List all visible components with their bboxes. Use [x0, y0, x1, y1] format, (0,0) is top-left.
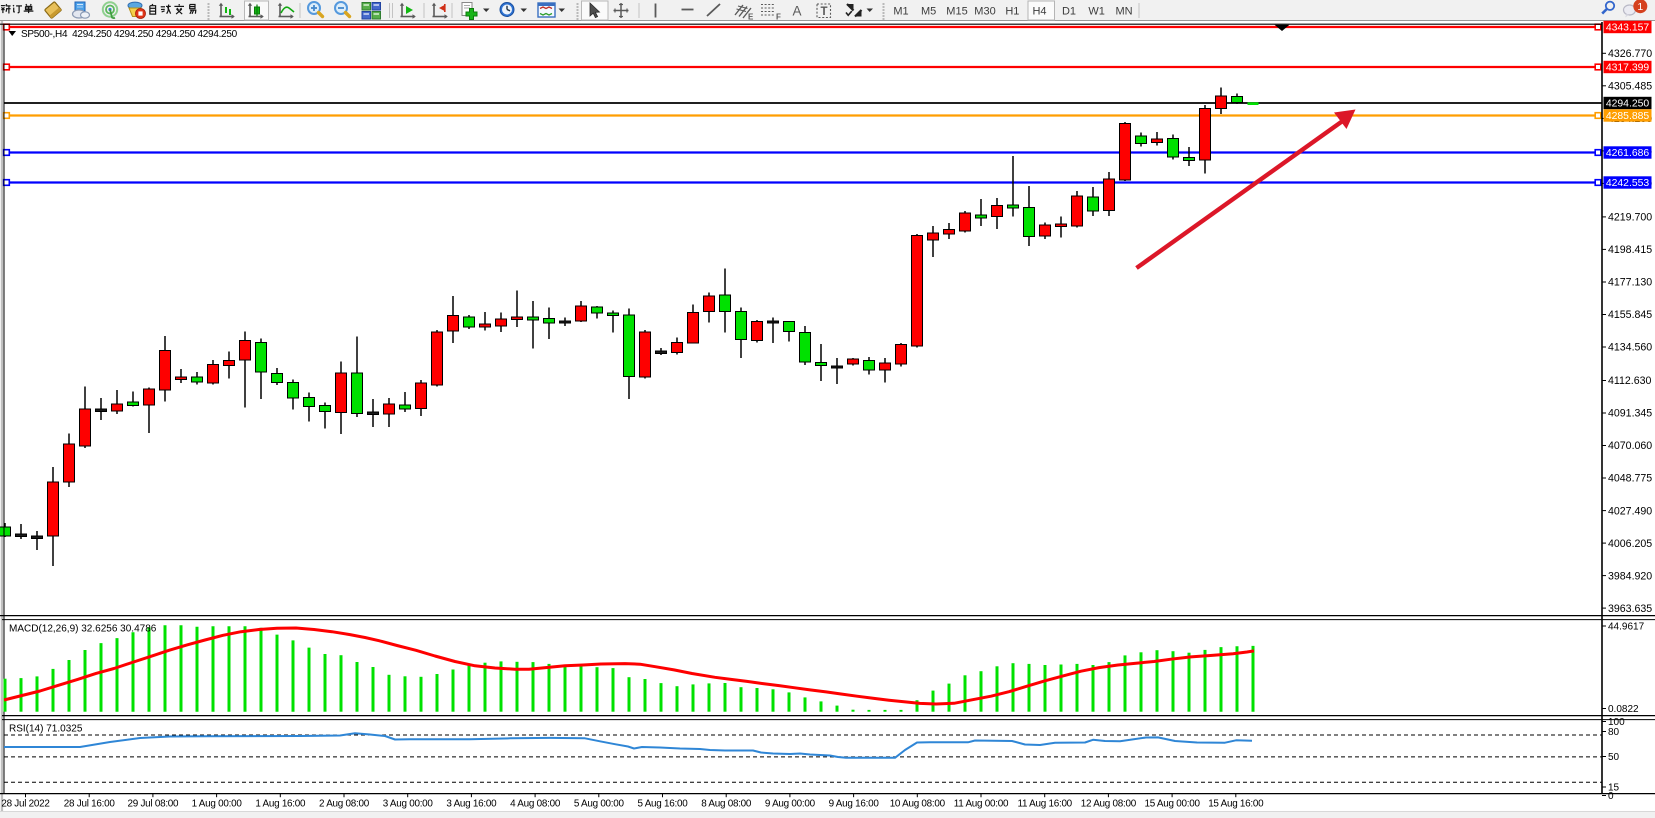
svg-text:4 Aug 08:00: 4 Aug 08:00	[510, 799, 561, 810]
svg-text:3 Aug 16:00: 3 Aug 16:00	[446, 799, 497, 810]
svg-text:1: 1	[1637, 1, 1643, 13]
svg-text:4070.060: 4070.060	[1608, 440, 1652, 452]
svg-text:SP500-,H4 4294.250 4294.250 4: SP500-,H4 4294.250 4294.250 4294.250 429…	[21, 29, 238, 40]
svg-text:15: 15	[1608, 783, 1620, 794]
svg-text:4091.345: 4091.345	[1608, 408, 1652, 420]
svg-text:M15: M15	[946, 6, 967, 18]
svg-text:1 Aug 00:00: 1 Aug 00:00	[192, 799, 243, 810]
svg-text:4177.130: 4177.130	[1608, 277, 1652, 289]
svg-text:10 Aug 08:00: 10 Aug 08:00	[890, 799, 946, 810]
svg-text:H1: H1	[1005, 6, 1019, 18]
svg-text:4006.205: 4006.205	[1608, 538, 1652, 550]
svg-text:1 Aug 16:00: 1 Aug 16:00	[255, 799, 306, 810]
svg-text:W1: W1	[1088, 6, 1105, 18]
svg-text:15 Aug 00:00: 15 Aug 00:00	[1144, 799, 1200, 810]
svg-text:M5: M5	[921, 6, 936, 18]
svg-text:M1: M1	[893, 6, 908, 18]
svg-text:RSI(14) 71.0325: RSI(14) 71.0325	[9, 724, 83, 735]
svg-text:4317.399: 4317.399	[1606, 63, 1650, 74]
svg-text:MN: MN	[1115, 6, 1132, 18]
svg-text:4155.845: 4155.845	[1608, 309, 1652, 321]
svg-text:44.9617: 44.9617	[1608, 622, 1645, 633]
svg-text:H4: H4	[1032, 6, 1046, 18]
svg-text:4343.157: 4343.157	[1606, 23, 1650, 34]
svg-text:11 Aug 16:00: 11 Aug 16:00	[1017, 799, 1072, 810]
svg-text:100: 100	[1608, 717, 1625, 728]
svg-text:4048.775: 4048.775	[1608, 473, 1652, 485]
svg-text:4285.885: 4285.885	[1606, 111, 1650, 122]
svg-text:4219.700: 4219.700	[1608, 212, 1652, 224]
svg-text:9 Aug 00:00: 9 Aug 00:00	[765, 799, 816, 810]
svg-text:4112.630: 4112.630	[1608, 375, 1652, 387]
svg-text:2 Aug 08:00: 2 Aug 08:00	[319, 799, 370, 810]
svg-text:0.0822: 0.0822	[1608, 704, 1639, 715]
svg-text:MACD(12,26,9) 32.6256 30.4786: MACD(12,26,9) 32.6256 30.4786	[9, 624, 157, 635]
svg-text:3963.635: 3963.635	[1608, 603, 1652, 615]
svg-text:3 Aug 00:00: 3 Aug 00:00	[383, 799, 434, 810]
svg-text:4198.415: 4198.415	[1608, 244, 1652, 256]
svg-text:28 Jul 2022: 28 Jul 2022	[1, 799, 49, 810]
svg-text:5 Aug 16:00: 5 Aug 16:00	[638, 799, 689, 810]
svg-text:A: A	[793, 4, 802, 19]
svg-text:9 Aug 16:00: 9 Aug 16:00	[829, 799, 880, 810]
svg-text:12 Aug 08:00: 12 Aug 08:00	[1081, 799, 1137, 810]
svg-text:8 Aug 08:00: 8 Aug 08:00	[701, 799, 752, 810]
svg-text:M30: M30	[974, 6, 995, 18]
svg-text:4242.553: 4242.553	[1606, 178, 1650, 189]
svg-text:E: E	[748, 13, 754, 22]
svg-text:28 Jul 16:00: 28 Jul 16:00	[64, 799, 116, 810]
svg-text:5 Aug 00:00: 5 Aug 00:00	[574, 799, 625, 810]
svg-text:4134.560: 4134.560	[1608, 342, 1652, 354]
svg-text:29 Jul 08:00: 29 Jul 08:00	[127, 799, 179, 810]
svg-text:0: 0	[1608, 791, 1614, 802]
svg-text:50: 50	[1608, 752, 1620, 763]
svg-text:D1: D1	[1062, 6, 1076, 18]
svg-text:15 Aug 16:00: 15 Aug 16:00	[1208, 799, 1264, 810]
svg-text:11 Aug 00:00: 11 Aug 00:00	[954, 799, 1009, 810]
svg-text:4305.485: 4305.485	[1608, 81, 1652, 93]
svg-text:4261.686: 4261.686	[1606, 148, 1650, 159]
svg-text:4326.770: 4326.770	[1608, 48, 1652, 60]
svg-text:3984.920: 3984.920	[1608, 570, 1652, 582]
svg-text:80: 80	[1608, 727, 1620, 738]
svg-text:T: T	[821, 6, 828, 18]
svg-text:4027.490: 4027.490	[1608, 505, 1652, 517]
svg-text:F: F	[776, 13, 781, 22]
svg-text:4294.250: 4294.250	[1606, 99, 1650, 110]
